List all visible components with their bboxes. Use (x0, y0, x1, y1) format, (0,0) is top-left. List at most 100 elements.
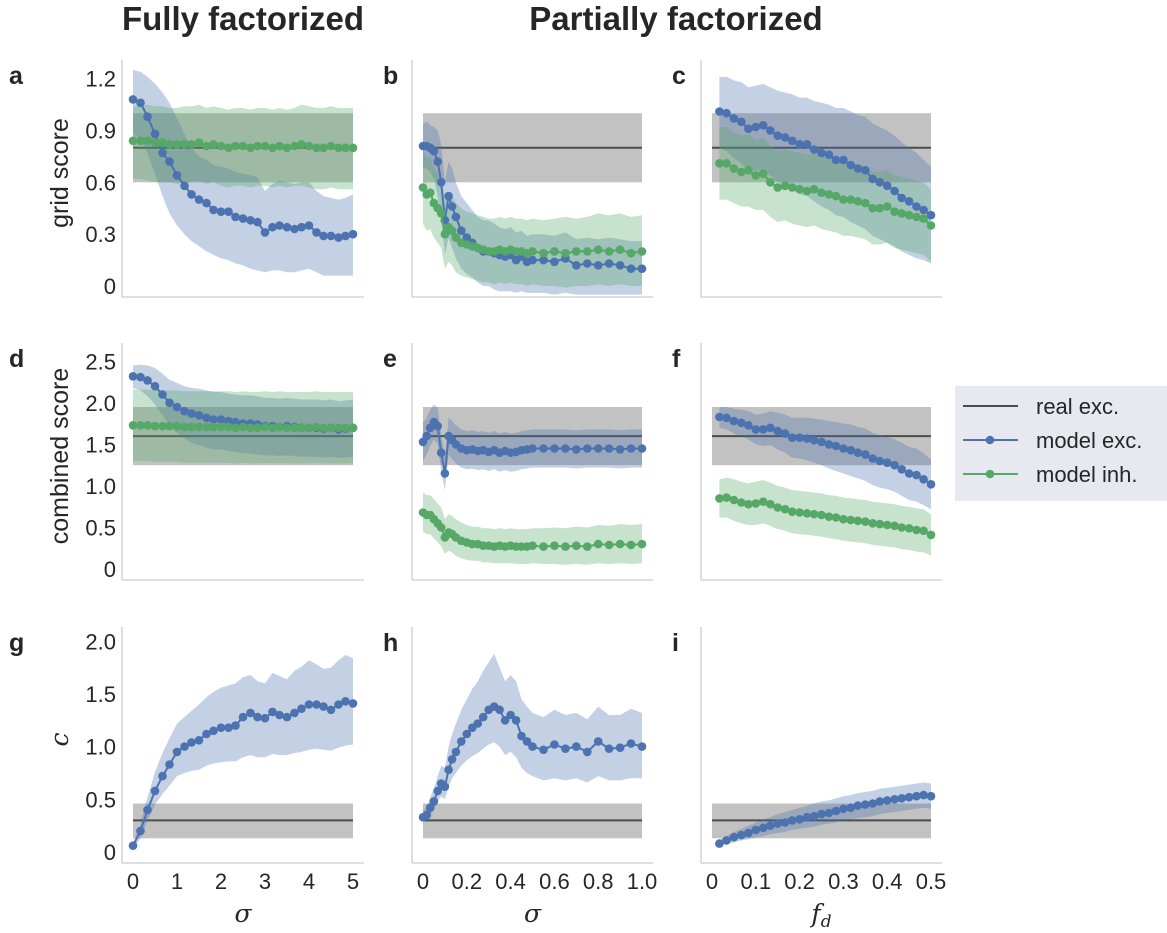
point-model-exc (831, 806, 841, 816)
x-tick-label: 0 (417, 869, 429, 894)
point-model-inh (418, 183, 428, 192)
point-model-exc (604, 744, 614, 753)
point-model-inh (436, 523, 446, 532)
point-model-exc (853, 448, 863, 458)
point-model-exc (253, 712, 262, 722)
x-tick-label: 4 (303, 869, 315, 894)
point-model-exc (824, 808, 834, 818)
legend: real exc. model exc. model inh. (955, 386, 1167, 501)
point-model-inh (194, 138, 204, 147)
point-model-inh (583, 247, 592, 256)
point-model-exc (729, 416, 739, 426)
panel-a: 0 0.3 0.6 0.9 1.2 a grid score (9, 60, 364, 299)
point-model-exc (715, 107, 724, 116)
point-model-exc (522, 737, 532, 746)
point-model-exc (787, 136, 797, 146)
point-model-exc (787, 433, 797, 443)
point-model-exc (275, 710, 284, 720)
point-model-exc (246, 708, 255, 718)
point-model-exc (216, 415, 226, 424)
point-model-inh (253, 141, 262, 151)
band-model-exc (719, 407, 931, 510)
x-tick-label: 2 (215, 869, 227, 894)
point-model-inh (890, 207, 899, 216)
point-model-inh (572, 247, 581, 256)
point-model-exc (216, 723, 226, 732)
point-model-inh (290, 423, 299, 433)
point-model-inh (202, 422, 211, 432)
legend-label: model exc. (1036, 428, 1142, 453)
point-model-inh (187, 140, 196, 149)
x-tick-label: 0.3 (828, 869, 859, 894)
point-model-exc (926, 791, 936, 801)
point-model-exc (429, 797, 439, 806)
point-model-exc (158, 148, 167, 158)
point-model-exc (319, 702, 328, 711)
point-model-exc (637, 742, 647, 751)
point-model-exc (583, 259, 592, 268)
x-tick-label: 0 (127, 869, 139, 894)
point-model-inh (550, 247, 559, 256)
point-model-inh (919, 214, 928, 223)
point-model-exc (853, 801, 863, 810)
point-model-inh (626, 248, 636, 258)
point-model-inh (165, 140, 174, 149)
point-model-exc (550, 740, 559, 749)
point-model-exc (304, 221, 314, 230)
point-model-inh (861, 517, 870, 526)
point-model-exc (868, 454, 877, 463)
y-tick-label: 1.0 (85, 735, 116, 760)
column-title-fully-factorized: Fully factorized (122, 0, 364, 37)
point-model-inh (787, 183, 797, 192)
point-model-inh (312, 143, 321, 153)
point-model-exc (824, 440, 834, 449)
point-model-inh (158, 421, 167, 431)
point-model-inh (238, 141, 248, 151)
point-model-exc (773, 131, 782, 140)
point-model-inh (268, 423, 277, 433)
point-model-exc (136, 826, 145, 836)
point-model-exc (758, 121, 768, 130)
point-model-inh (440, 229, 450, 239)
point-model-exc (795, 433, 804, 443)
point-model-exc (462, 233, 472, 242)
point-model-exc (165, 157, 174, 166)
point-model-exc (795, 815, 804, 824)
point-model-inh (136, 136, 145, 146)
panel-letter: e (383, 345, 397, 373)
panel-i: 0 0.1 0.2 0.3 0.4 0.5 i fd (672, 627, 946, 932)
point-model-inh (326, 141, 336, 151)
point-model-exc (919, 205, 928, 215)
point-model-exc (615, 261, 625, 270)
point-model-exc (290, 224, 299, 234)
point-model-exc (809, 811, 819, 821)
point-model-inh (824, 512, 834, 521)
point-model-exc (224, 207, 233, 216)
point-model-exc (868, 174, 877, 184)
point-model-exc (187, 409, 196, 418)
point-model-inh (528, 541, 537, 550)
point-model-inh (334, 423, 343, 433)
point-model-inh (447, 226, 457, 235)
point-model-exc (447, 755, 457, 764)
point-model-inh (561, 248, 570, 258)
panel-b: b (383, 60, 653, 298)
point-model-exc (297, 222, 306, 232)
point-model-exc (150, 129, 160, 139)
point-model-exc (194, 411, 204, 420)
point-model-inh (304, 141, 314, 151)
point-model-inh (436, 209, 446, 218)
point-model-inh (912, 525, 921, 535)
point-model-exc (282, 222, 292, 232)
point-model-exc (268, 222, 277, 232)
point-model-exc (637, 444, 647, 453)
point-model-exc (457, 737, 466, 746)
point-model-exc (528, 444, 537, 453)
point-model-inh (802, 509, 812, 518)
point-model-inh (282, 143, 292, 153)
point-model-inh (882, 202, 892, 211)
band-model-exc (133, 364, 353, 458)
point-model-exc (919, 790, 928, 800)
point-model-exc (926, 480, 936, 489)
